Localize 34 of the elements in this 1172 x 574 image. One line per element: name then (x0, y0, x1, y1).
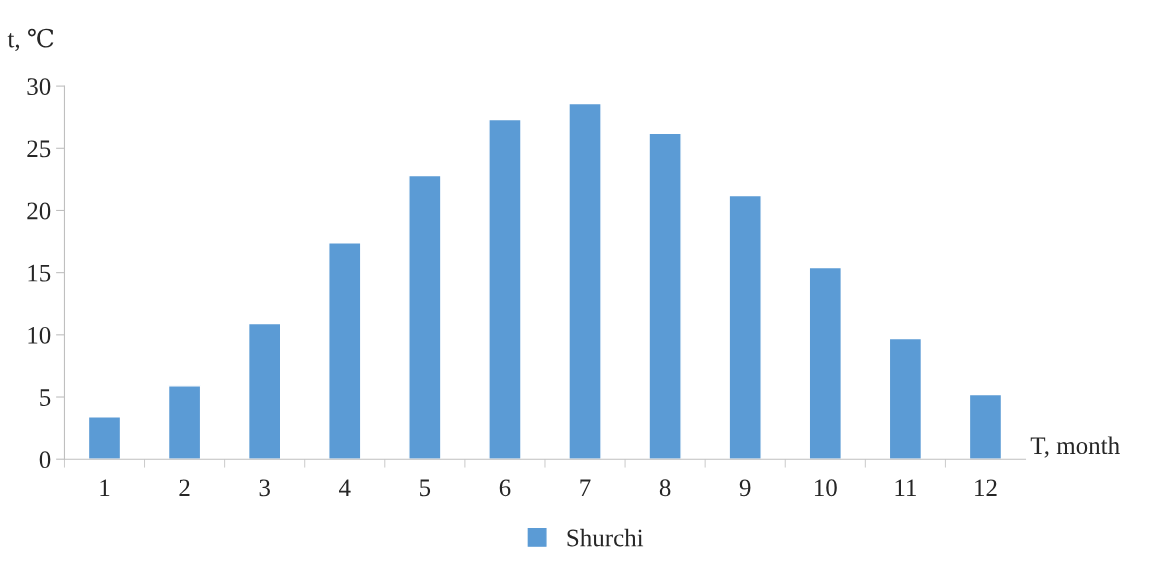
y-axis-title: t, ℃ (7, 28, 54, 52)
bar (167, 385, 202, 460)
bar (408, 174, 442, 460)
bar (728, 194, 762, 460)
x-tick-label: 6 (499, 479, 511, 497)
bar (648, 132, 682, 460)
y-tick-label: 5 (40, 389, 51, 406)
y-tick-label: 25 (27, 140, 51, 158)
x-tick-label: 4 (339, 479, 351, 496)
x-tick-label: 8 (659, 479, 671, 497)
y-tick-label: 10 (28, 326, 51, 344)
x-tick-label: 9 (739, 479, 751, 497)
x-tick-label: 12 (975, 479, 997, 496)
x-tick-label: 1 (100, 479, 110, 496)
bar (808, 266, 842, 460)
x-tick-label: 7 (580, 479, 591, 496)
x-tick-label: 5 (420, 479, 431, 497)
y-tick-label: 20 (27, 202, 51, 220)
x-axis-title: T, month (1030, 436, 1120, 458)
bar (87, 416, 122, 460)
x-tick-label: 11 (895, 479, 916, 496)
x-tick-label: 2 (179, 479, 190, 496)
bar (247, 322, 282, 460)
y-tick-label: 15 (28, 264, 51, 282)
y-tick-label: 0 (39, 451, 51, 469)
x-tick-label: 3 (259, 479, 270, 497)
bar (568, 102, 602, 460)
bar (888, 337, 923, 460)
legend-label: Shurchi (567, 528, 644, 547)
y-tick-label: 30 (27, 78, 51, 96)
bar (968, 393, 1003, 460)
bar (488, 118, 522, 460)
bar (328, 242, 362, 460)
x-tick-label: 10 (814, 479, 837, 497)
